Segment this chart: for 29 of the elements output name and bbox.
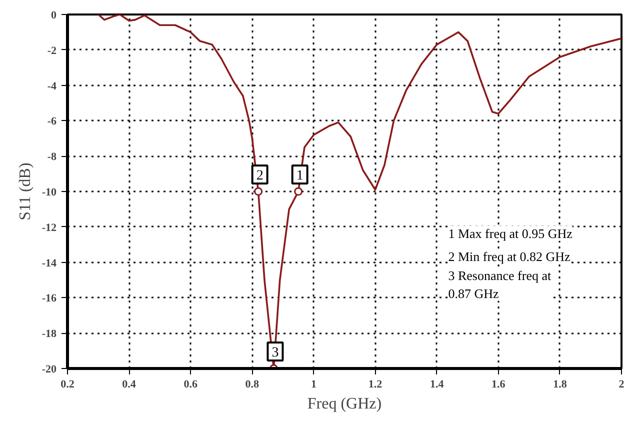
x-tick-label: 1.2 (368, 378, 383, 390)
annotation: 3 Resonance freq at 0.87 GHz (448, 268, 552, 301)
y-tick-label: -4 (47, 80, 57, 92)
y-tick-label: -8 (47, 151, 57, 164)
x-axis-title: Freq (GHz) (307, 396, 382, 412)
y-tick-label: -16 (42, 292, 57, 305)
y-axis-title: S11 (dB) (16, 162, 34, 220)
annotation: 3 (272, 346, 279, 360)
y-tick-label: -20 (42, 364, 57, 376)
y-tick-label: -2 (47, 44, 57, 57)
y-tick-label: 0 (51, 10, 57, 22)
annotation: 1 (296, 168, 304, 184)
x-tick-label: 2 (618, 378, 625, 390)
y-tick-label: -14 (42, 257, 57, 270)
x-tick-label: 1.6 (492, 378, 506, 390)
x-tick-label: 0.2 (60, 378, 75, 390)
y-tick-label: -18 (42, 328, 57, 340)
y-tick-label: -6 (47, 116, 57, 128)
y-tick-label: -12 (42, 222, 57, 234)
x-tick-label: 0.4 (122, 378, 136, 390)
annotation: 1 Max freq at 0.95 GHz (448, 226, 573, 241)
annotation: 2 (256, 168, 264, 184)
annotation: 2 Min freq at 0.82 GHz (448, 248, 570, 264)
y-tick-label: -10 (42, 186, 57, 198)
x-tick-label: 1 (310, 378, 316, 390)
x-tick-label: 1.4 (430, 378, 444, 390)
x-tick-label: 1.8 (553, 378, 568, 390)
x-tick-label: 0.8 (245, 378, 260, 390)
x-tick-label: 0.6 (184, 378, 198, 390)
